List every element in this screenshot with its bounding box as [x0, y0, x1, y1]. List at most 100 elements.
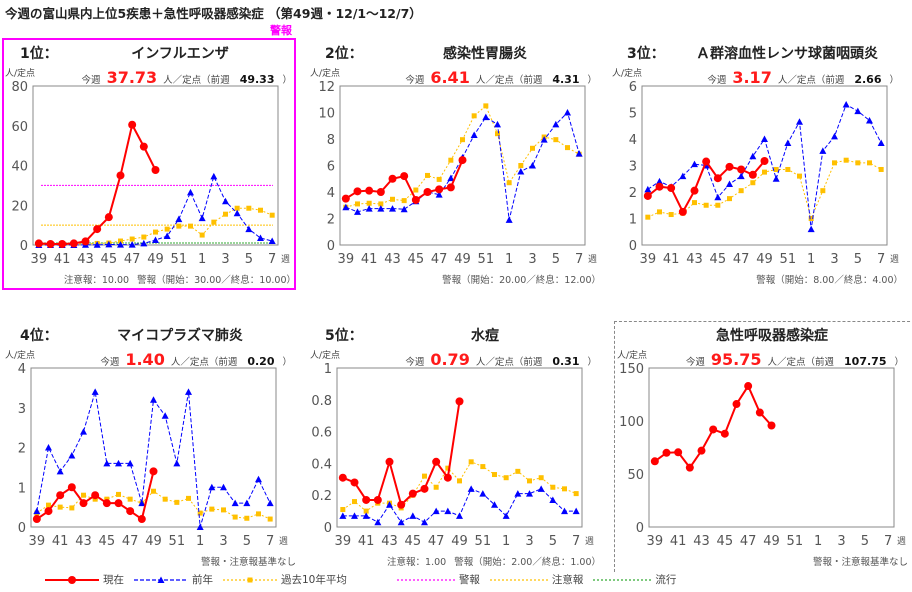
x-tick-label: 51: [475, 534, 492, 549]
disease-title: 急性呼吸器感染症: [716, 328, 828, 344]
current-point: [151, 166, 160, 175]
prev_year-point: [68, 451, 76, 459]
current-point: [67, 483, 76, 492]
prev_year-point: [842, 101, 850, 108]
current-point: [423, 188, 432, 196]
current-point: [737, 165, 746, 174]
x-tick-label: 51: [169, 534, 186, 549]
chart-panel: 0 0.2 0.4 0.6 0.8 1 39 41 43 45 47 49 51 1 3 5 7 週 5位： 水痘…: [305, 320, 605, 580]
prev_year-point: [233, 209, 241, 217]
current-point: [58, 240, 67, 249]
legend-label: 流行: [655, 574, 677, 586]
legend-label: 注意報: [551, 574, 584, 586]
legend: 現在 前年 過去10年平均 警報 注意報 流行: [45, 572, 686, 587]
avg10-point: [843, 157, 849, 163]
avg10-point: [258, 207, 263, 213]
current-point: [400, 172, 409, 181]
prev_year-point: [679, 172, 687, 180]
prev_year-point: [208, 483, 216, 491]
y-unit-label: 人/定点: [5, 69, 36, 79]
legend-item-prev_year: 前年: [134, 572, 213, 587]
prev_year-point: [761, 135, 768, 142]
rank-label: 2位：: [325, 46, 363, 62]
prev_year-legend-marker: [157, 576, 165, 583]
prev_year-point: [374, 518, 382, 526]
prev_year-point: [397, 518, 405, 526]
chart-panel: 0 2 4 6 8 10 12 39 41 43 45 47 49 51 1 3 5 7 週 2位： 感染性胃腸炎 …: [305, 38, 605, 298]
avg10-point: [269, 212, 275, 218]
prev_year-point: [444, 507, 452, 515]
x-tick-label: 1: [198, 252, 206, 267]
y-tick-label: 8: [327, 133, 335, 148]
avg10-legend-marker: [247, 577, 253, 582]
close-paren: ）: [282, 75, 292, 86]
current-point: [139, 142, 148, 151]
y-tick-label: 50: [627, 468, 644, 483]
current-point: [655, 182, 664, 191]
prev_year-point: [796, 118, 803, 125]
prev_year-point: [505, 216, 513, 223]
prev_year-point: [91, 388, 99, 395]
avg10-point: [503, 475, 509, 481]
line-chart: 0 2 4 6 8 10 12 39 41 43 45 47 49 51 1 3 5 7 週: [318, 80, 597, 267]
x-tick-label: 3: [830, 252, 838, 267]
alarm-highlight-frame: [2, 38, 296, 290]
x-tick-label: 7: [268, 252, 276, 267]
legend-item-avg10: 過去10年平均: [223, 572, 347, 587]
current-point: [79, 499, 88, 508]
x-tick-label: 49: [451, 534, 468, 549]
avg10-point: [573, 491, 579, 497]
prev_year-point: [656, 177, 663, 185]
current-point: [338, 473, 347, 482]
close-paren: ）: [894, 357, 904, 368]
this-week-value: 95.75: [710, 350, 762, 369]
current-point: [732, 400, 741, 409]
plot-area: [339, 85, 586, 246]
prev_year-point: [514, 490, 522, 497]
prev-week-label: 人／定点（前週: [163, 75, 230, 86]
current-series: [341, 156, 467, 204]
y-tick-label: 4: [327, 186, 335, 201]
line-chart: 0 50 100 150 39 41 43 45 47 49 51 1 3 5 7 週: [619, 362, 906, 549]
avg10-point: [797, 173, 802, 179]
y-tick-label: 6: [327, 160, 335, 175]
prev-week-label: 人／定点（前週: [475, 357, 543, 368]
prev_year-point: [456, 512, 463, 519]
x-tick-label: 41: [358, 534, 375, 549]
current-point: [397, 500, 406, 509]
x-tick-label: 3: [525, 534, 533, 549]
prev_year-point: [152, 236, 159, 244]
this-week-value: 0.79: [430, 350, 470, 369]
prev_year-point: [56, 467, 64, 475]
x-tick-label: 7: [877, 252, 885, 267]
current-point: [667, 184, 676, 193]
avg10-point: [256, 511, 261, 517]
prev_year-point: [517, 167, 525, 175]
avg10-point: [867, 160, 872, 166]
y-tick-label: 40: [11, 160, 28, 175]
x-tick-label: 5: [245, 252, 253, 267]
x-tick-label: 47: [122, 534, 139, 549]
avg10-point: [221, 507, 226, 513]
prev-week-value: 49.33: [239, 73, 275, 86]
x-tick-label: 39: [640, 252, 657, 267]
avg10-point: [352, 499, 357, 505]
avg10-point: [448, 157, 454, 163]
prev_year-point: [691, 160, 698, 168]
avg10-point: [703, 202, 709, 208]
y-tick-label: 2: [18, 442, 26, 457]
current-point: [353, 187, 362, 196]
y-tick-label: 10: [318, 107, 335, 122]
y-tick-label: 2: [327, 213, 335, 228]
y-tick-label: 150: [619, 362, 644, 377]
y-unit-label: 人/定点: [612, 69, 643, 79]
prev-week-value: 2.66: [854, 73, 882, 86]
avg10-point: [518, 163, 524, 168]
x-tick-label: 41: [670, 534, 687, 549]
weekly-summary: 今週 1.40 人／定点（前週 0.20 ）: [100, 350, 292, 369]
avg10-point: [460, 137, 465, 143]
avg10-point: [199, 232, 205, 238]
x-unit-label: 週: [585, 536, 594, 547]
avg10-point: [188, 223, 193, 229]
